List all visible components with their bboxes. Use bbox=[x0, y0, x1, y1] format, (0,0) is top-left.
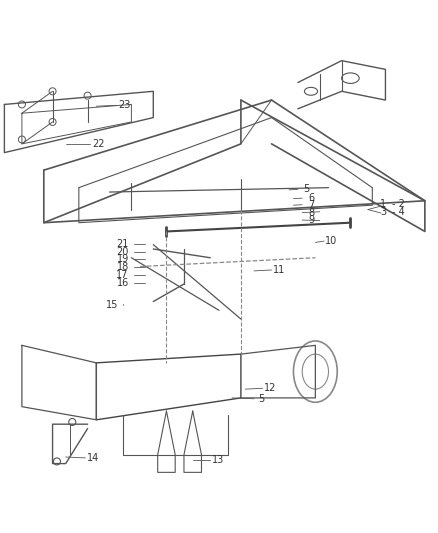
Text: 15: 15 bbox=[106, 300, 118, 310]
Text: 20: 20 bbox=[117, 247, 129, 256]
Text: 13: 13 bbox=[212, 455, 224, 465]
Text: 8: 8 bbox=[308, 208, 314, 217]
Text: 5: 5 bbox=[304, 184, 310, 195]
Text: 5: 5 bbox=[258, 394, 265, 404]
Text: - 2: - 2 bbox=[392, 199, 405, 209]
Text: 3: 3 bbox=[380, 207, 386, 217]
Text: 6: 6 bbox=[308, 193, 314, 203]
Text: 22: 22 bbox=[92, 139, 105, 149]
Text: 11: 11 bbox=[273, 265, 286, 275]
Text: 7: 7 bbox=[308, 200, 314, 210]
Text: 10: 10 bbox=[325, 236, 337, 246]
Text: 9: 9 bbox=[308, 215, 314, 225]
Text: 18: 18 bbox=[117, 262, 129, 272]
Text: 19: 19 bbox=[117, 254, 129, 264]
Text: 21: 21 bbox=[117, 239, 129, 249]
Text: 12: 12 bbox=[264, 383, 276, 393]
Text: 14: 14 bbox=[87, 453, 99, 463]
Text: 16: 16 bbox=[117, 278, 129, 288]
Text: 17: 17 bbox=[117, 270, 129, 280]
Text: 23: 23 bbox=[119, 100, 131, 110]
Text: 1: 1 bbox=[380, 199, 386, 209]
Text: - 4: - 4 bbox=[392, 207, 405, 217]
